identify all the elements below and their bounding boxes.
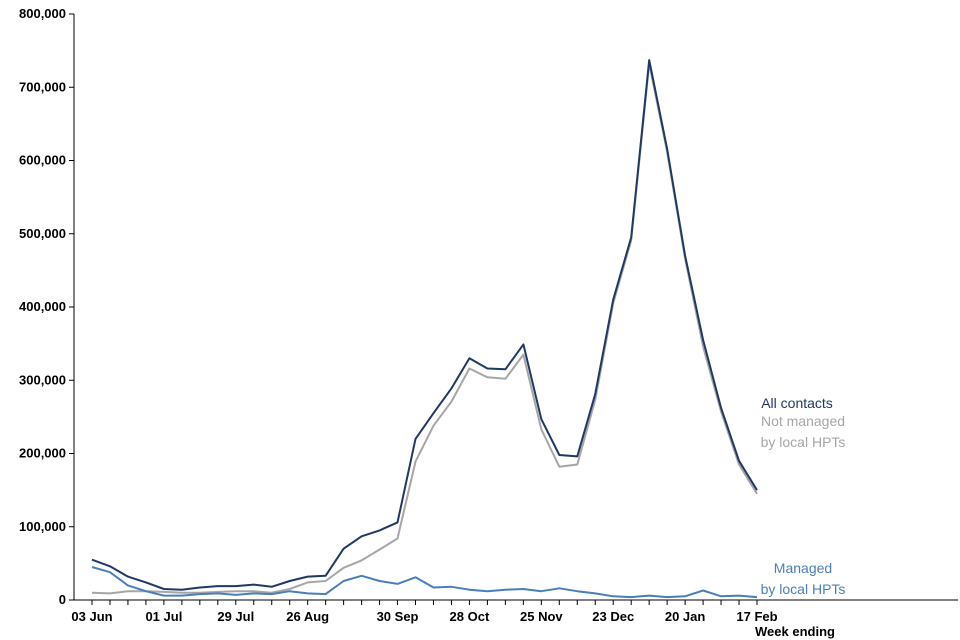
y-tick-label: 400,000	[19, 299, 66, 314]
x-tick-label: 03 Jun	[71, 609, 112, 624]
y-tick-label: 100,000	[19, 519, 66, 534]
series-line-not-managed-by-local-hpts	[91, 62, 758, 595]
x-tick-label: 17 Feb	[736, 609, 777, 624]
x-tick-label: 28 Oct	[450, 609, 490, 624]
series-label-line: Managed	[774, 560, 832, 576]
x-axis-title: Week ending	[755, 624, 835, 639]
y-tick-label: 800,000	[19, 6, 66, 21]
x-tick-label: 20 Jan	[665, 609, 706, 624]
y-tick-label: 500,000	[19, 226, 66, 241]
series-line-managed-by-local-hpts	[91, 566, 758, 599]
series-label-line: All contacts	[761, 395, 833, 411]
x-axis-ticks: 03 Jun 01 Jul 29 Jul 26 Aug 30 Sep 28 Oct 25 N…	[71, 600, 778, 624]
series-label-line: Not managed	[761, 413, 845, 429]
y-axis-ticks: 0 100,000 200,000 300,000 400,000 500,000 600,…	[19, 6, 74, 607]
series-lines	[91, 59, 758, 599]
x-tick-label: 26 Aug	[286, 609, 329, 624]
series-label-line: by local HPTs	[761, 581, 846, 597]
x-tick-label: 30 Sep	[377, 609, 419, 624]
series-label: Managed by local HPTs	[761, 560, 846, 597]
x-tick-label: 01 Jul	[145, 609, 182, 624]
series-label: Not managed by local HPTs	[761, 413, 846, 450]
series-label-line: by local HPTs	[761, 434, 846, 450]
y-tick-label: 700,000	[19, 79, 66, 94]
y-tick-label: 300,000	[19, 372, 66, 387]
x-tick-label: 29 Jul	[217, 609, 254, 624]
y-tick-label: 200,000	[19, 446, 66, 461]
y-tick-label: 600,000	[19, 153, 66, 168]
axes	[73, 14, 958, 601]
x-tick-label: 25 Nov	[520, 609, 563, 624]
series-label: All contacts	[761, 395, 833, 411]
y-tick-label: 0	[59, 592, 66, 607]
series-line-all-contacts	[91, 59, 758, 591]
x-tick-label: 23 Dec	[592, 609, 634, 624]
